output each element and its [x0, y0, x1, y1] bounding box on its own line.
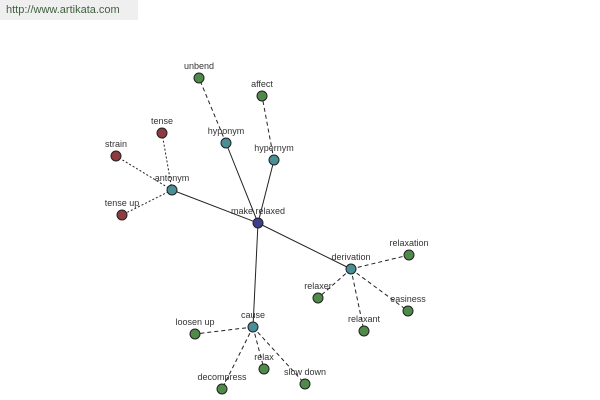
node[interactable] — [110, 150, 122, 162]
node[interactable] — [402, 305, 414, 317]
nodes: make relaxed antonym hyponym hypernym deriva… — [105, 61, 429, 395]
edge — [257, 159, 275, 224]
edge — [252, 222, 259, 328]
edge-dashed — [350, 254, 410, 270]
edge-dashed — [252, 326, 265, 370]
node[interactable] — [116, 209, 128, 221]
node-label: relax — [254, 352, 274, 362]
node[interactable] — [252, 217, 264, 229]
edge-dashed — [115, 155, 173, 191]
node[interactable] — [247, 321, 259, 333]
edge-dashed — [121, 189, 173, 216]
node-label: affect — [251, 79, 273, 89]
node[interactable] — [166, 184, 178, 196]
node-label: easiness — [390, 294, 426, 304]
node[interactable] — [258, 363, 270, 375]
node[interactable] — [268, 154, 280, 166]
node-label: tense up — [105, 198, 140, 208]
node-label: cause — [241, 310, 265, 320]
node-label: hypernym — [254, 143, 294, 153]
edge-dashed — [161, 132, 173, 191]
node[interactable] — [312, 292, 324, 304]
node[interactable] — [189, 328, 201, 340]
node[interactable] — [299, 378, 311, 390]
site-url[interactable]: http://www.artikata.com — [6, 4, 120, 16]
node[interactable] — [216, 383, 228, 395]
edge-dashed — [350, 268, 365, 332]
node[interactable] — [345, 263, 357, 275]
node[interactable] — [403, 249, 415, 261]
node-label: tense — [151, 116, 173, 126]
edge-dashed — [198, 77, 227, 144]
header: http://www.artikata.com — [0, 0, 138, 20]
node[interactable] — [220, 137, 232, 149]
node-label: make relaxed — [231, 206, 285, 216]
node-label: relaxant — [348, 314, 381, 324]
node-label: unbend — [184, 61, 214, 71]
node-label: slow down — [284, 367, 326, 377]
node[interactable] — [193, 72, 205, 84]
edge-dashed — [194, 326, 254, 335]
edges — [115, 77, 410, 390]
edge-dashed — [261, 95, 275, 161]
node-label: relaxer — [304, 281, 332, 291]
node[interactable] — [358, 325, 370, 337]
edge-dashed — [317, 268, 352, 299]
edge-dashed — [252, 326, 306, 385]
node-label: relaxation — [389, 238, 428, 248]
node-label: loosen up — [175, 317, 214, 327]
edge-dashed — [350, 268, 409, 312]
edge-dashed — [221, 326, 254, 390]
node[interactable] — [256, 90, 268, 102]
node-label: hyponym — [208, 126, 245, 136]
node-label: antonym — [155, 173, 190, 183]
edge — [171, 189, 259, 224]
edge — [225, 142, 259, 224]
node-label: strain — [105, 139, 127, 149]
node-label: decompress — [197, 372, 247, 382]
node-label: derivation — [331, 252, 370, 262]
node[interactable] — [156, 127, 168, 139]
edge — [257, 222, 352, 270]
